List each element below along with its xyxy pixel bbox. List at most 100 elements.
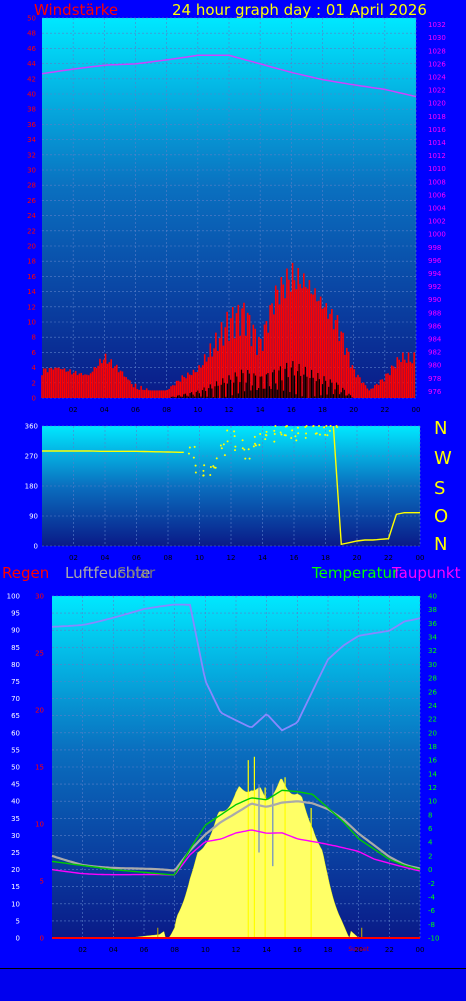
rain-y-tick: 5 [40,878,44,886]
dir-x-tick: 00 [416,554,425,560]
humidity-y-tick: 35 [11,815,20,823]
weather-x-tick: 12 [232,946,241,954]
temp-y-tick: 12 [428,784,437,792]
dir-x-tick: 06 [132,554,141,560]
direction-point [253,442,256,445]
rain-y-tick: 10 [35,821,44,829]
direction-point [294,435,297,438]
temp-y-tick: 34 [428,634,437,642]
pressure-y-tick: 980 [428,362,441,370]
direction-point [304,436,307,439]
wind-x-tick: 20 [349,406,358,414]
temperature-band-line [51,800,421,872]
humidity-y-tick: 25 [11,849,20,857]
direction-point [274,425,277,427]
wind-y-tick: 20 [27,243,36,251]
wind-y-tick: 48 [27,30,36,38]
wind-y-tick: 18 [27,258,36,266]
dir-y-tick: 360 [25,423,38,431]
direction-point [253,435,256,438]
pressure-y-tick: 1026 [428,60,446,68]
weather-x-tick: 08 [170,946,179,954]
wind-x-tick: 08 [162,406,171,414]
pressure-y-tick: 1002 [428,218,446,226]
pressure-y-tick: 976 [428,388,442,396]
direction-point [259,432,262,435]
dir-y-tick: 0 [34,543,38,551]
temp-y-tick: 10 [428,798,437,806]
legend-solar: Solar [117,564,156,582]
pressure-y-tick: 1014 [428,139,446,147]
direction-point [265,430,268,433]
direction-point [254,444,257,447]
compass-s: S [434,478,446,499]
humidity-y-tick: 60 [11,729,20,737]
weather-chart: 0510152025303540455055606570758085909510… [7,593,440,955]
wind-y-tick: 2 [32,379,36,387]
humidity-y-tick: 15 [11,883,20,891]
direction-point [233,435,236,438]
wind-y-tick: 30 [27,167,36,175]
weather-x-tick: 22 [385,946,394,954]
direction-point [295,439,298,442]
humidity-y-tick: 100 [7,593,20,601]
humidity-y-tick: 70 [11,695,20,703]
direction-point [335,425,338,427]
wind-y-tick: 26 [27,197,36,205]
direction-point [248,457,251,460]
pressure-y-tick: 1012 [428,152,446,160]
pressure-y-tick: 990 [428,296,441,304]
wind-y-tick: 16 [27,273,36,281]
legend-regen: Regen [2,564,50,582]
rain-y-tick: 0 [40,935,44,943]
wind-y-tick: 24 [27,212,36,220]
wind-y-tick: 6 [32,349,37,357]
dir-x-tick: 12 [227,554,236,560]
direction-point [202,474,205,477]
temp-y-tick: 32 [428,647,437,655]
direction-point [192,456,195,459]
pressure-y-tick: 1032 [428,21,446,29]
direction-point [264,438,267,441]
wind-x-tick: 14 [256,406,265,414]
weather-x-tick: 20 [354,946,363,954]
temp-y-tick: 18 [428,743,437,751]
direction-point [234,449,237,452]
direction-point [312,425,315,427]
humidity-y-tick: 20 [11,866,20,874]
wind-title: Windstärke [34,1,119,19]
direction-point [226,429,229,432]
temp-y-tick: 4 [428,839,433,847]
temp-y-tick: 0 [428,866,432,874]
direction-point [243,448,246,451]
humidity-y-tick: 65 [11,712,20,720]
temperature-line [51,789,421,876]
humidity-y-tick: 80 [11,661,20,669]
wind-x-tick: 06 [131,406,140,414]
dir-x-tick: 20 [353,554,362,560]
direction-chart: 0 90 180 270 360 02 04 06 08 10 12 14 16 18 20 22 00 [25,423,425,561]
compass-n-top: N [434,418,448,439]
rain-y-tick: 25 [35,650,44,658]
direction-point [324,433,327,436]
direction-point [273,440,276,443]
pressure-y-tick: 998 [428,244,441,252]
direction-point [215,457,218,460]
rain-y-tick: 15 [35,764,44,772]
direction-point [273,429,276,432]
pressure-y-tick: 1006 [428,191,446,199]
direction-point [285,425,288,427]
direction-point [297,432,300,435]
direction-point [305,425,308,427]
wind-y-tick: 14 [27,288,36,296]
pressure-y-tick: 1018 [428,113,446,121]
dir-x-tick: 04 [101,554,110,560]
direction-point [203,464,206,467]
temp-y-tick: -2 [428,880,435,888]
wind-y-tick: 46 [27,45,36,53]
humidity-y-tick: 50 [11,764,20,772]
humidity-y-tick: 0 [16,935,20,943]
bottom-bar [0,968,466,1001]
direction-point [241,439,244,442]
temp-y-tick: -8 [428,921,435,929]
